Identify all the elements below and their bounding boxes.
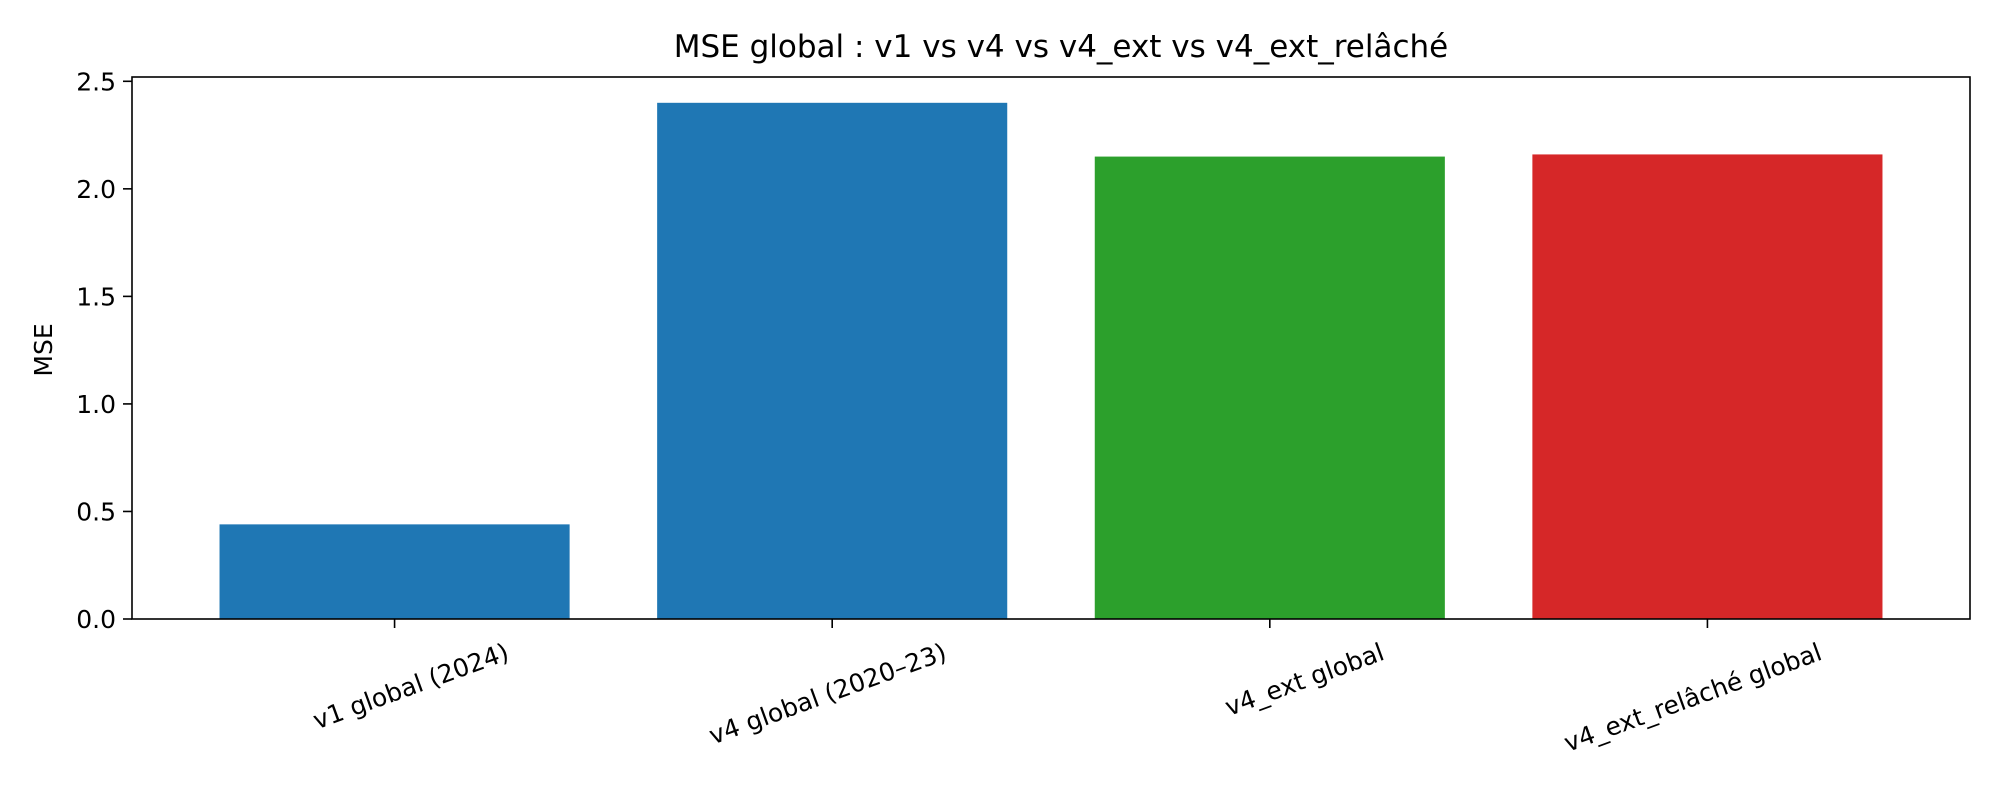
y-tick-label-4: 2.0 — [76, 175, 116, 204]
x-tick-label-0: v1 global (2024) — [309, 637, 512, 735]
y-axis-ticks: 0.0 0.5 1.0 1.5 2.0 2.5 — [76, 67, 132, 634]
x-axis-ticks: v1 global (2024) v4 global (2020–23) v4_ex… — [309, 619, 1825, 758]
bar-3 — [1532, 154, 1883, 619]
bar-1 — [657, 102, 1008, 620]
x-tick-label-2: v4_ext global — [1221, 637, 1388, 721]
bar-2 — [1094, 156, 1445, 620]
y-tick-label-1: 0.5 — [76, 497, 116, 526]
bars-group — [219, 102, 1883, 620]
x-tick-label-3: v4_ext_relâché global — [1560, 637, 1825, 757]
y-tick-label-3: 1.5 — [76, 282, 116, 311]
y-tick-label-2: 1.0 — [76, 390, 116, 419]
chart-title: MSE global : v1 vs v4 vs v4_ext vs v4_ex… — [674, 29, 1449, 65]
y-tick-label-5: 2.5 — [76, 67, 116, 96]
bar-0 — [219, 524, 570, 619]
y-axis-label: MSE — [29, 323, 58, 376]
plot-frame — [131, 76, 1971, 620]
x-tick-label-1: v4 global (2020–23) — [705, 637, 950, 750]
y-tick-label-0: 0.0 — [76, 605, 116, 634]
